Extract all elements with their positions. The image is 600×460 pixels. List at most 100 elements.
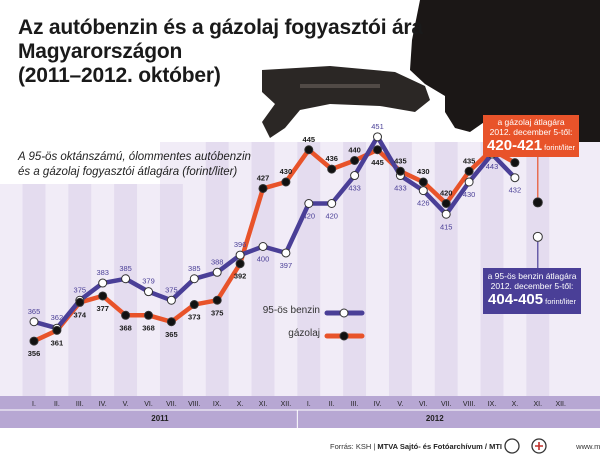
benzin-point xyxy=(258,242,268,251)
benzin-data-label: 383 xyxy=(96,268,109,277)
benzin-data-label: 443 xyxy=(486,162,499,171)
x-tick-label: I. xyxy=(32,401,36,408)
x-tick-label: XI. xyxy=(534,401,543,408)
diesel-point xyxy=(395,166,405,176)
diesel-point xyxy=(75,297,85,307)
title-line: Magyarországon xyxy=(18,40,183,63)
diesel-point xyxy=(235,259,245,269)
benzin-data-label: 426 xyxy=(417,199,430,208)
callout-unit: forint/liter xyxy=(544,143,575,152)
benzin-data-label: 451 xyxy=(371,122,384,131)
x-tick-label: IV. xyxy=(374,401,382,408)
diesel-point xyxy=(52,325,62,335)
x-tick-label: VIII. xyxy=(188,401,201,408)
callout-label: a 95-ös benzin átlagára xyxy=(487,271,577,281)
x-tick-label: IX. xyxy=(488,401,497,408)
mti-logo-mark xyxy=(535,442,543,450)
benzin-point xyxy=(235,250,245,260)
month-band xyxy=(434,142,458,428)
diesel-data-label: 436 xyxy=(325,154,338,163)
x-tick-label: VII. xyxy=(166,401,177,408)
benzin-data-label: 375 xyxy=(74,285,87,294)
year-label: 2012 xyxy=(426,414,444,423)
benzin-forecast-callout: a 95-ös benzin átlagára 2012. december 5… xyxy=(483,268,581,314)
benzin-data-label: 433 xyxy=(394,184,407,193)
benzin-data-label: 420 xyxy=(303,212,316,221)
nozzle-highlight xyxy=(300,84,380,88)
benzin-data-label: 379 xyxy=(142,277,155,286)
hand-silhouette xyxy=(410,0,600,150)
diesel-point xyxy=(464,166,474,176)
diesel-data-label: 368 xyxy=(142,323,155,332)
diesel-data-label: 368 xyxy=(119,323,132,332)
x-tick-label: VI. xyxy=(419,401,428,408)
source-footer: Forrás: KSH | MTVA Sajtó- és Fotóarchívu… xyxy=(330,440,600,454)
benzin-point xyxy=(373,132,382,142)
benzin-point xyxy=(327,199,337,208)
diesel-point xyxy=(258,183,268,193)
callout-value: 420-421 xyxy=(487,137,543,154)
callout-label: a gázolaj átlagára xyxy=(497,117,565,127)
month-band xyxy=(22,184,46,428)
benzin-point xyxy=(418,186,428,196)
source-text: Forrás: KSH xyxy=(330,442,372,451)
diesel-data-label: 430 xyxy=(417,167,430,176)
month-band xyxy=(114,184,138,428)
diesel-forecast-callout: a gázolaj átlagára 2012. december 5-től:… xyxy=(483,115,579,157)
diesel-data-label: 356 xyxy=(28,349,41,358)
month-band xyxy=(297,142,321,428)
month-band xyxy=(388,142,412,428)
benzin-data-label: 362 xyxy=(51,313,64,322)
x-tick-label: XI. xyxy=(259,401,268,408)
benzin-data-label: 396 xyxy=(234,240,247,249)
legend-marker-diesel xyxy=(339,331,349,341)
x-tick-label: III. xyxy=(76,401,84,408)
diesel-data-label: 373 xyxy=(188,313,201,322)
benzin-point xyxy=(189,274,199,284)
benzin-point xyxy=(510,173,520,183)
diesel-point xyxy=(144,310,153,320)
diesel-point xyxy=(189,300,199,310)
chart-subtitle: A 95-ös oktánszámú, ólommentes autóbenzi… xyxy=(18,150,258,180)
benzin-data-label: 400 xyxy=(257,255,270,264)
x-tick-label: V. xyxy=(123,401,129,408)
diesel-line xyxy=(31,147,518,344)
benzin-data-label: 385 xyxy=(188,264,201,273)
subtitle-line: A 95-ös oktánszámú, ólommentes autóbenzi… xyxy=(18,151,251,163)
benzin-data-label: 397 xyxy=(280,261,293,270)
diesel-point xyxy=(304,145,314,155)
benzin-data-label: 432 xyxy=(509,186,522,195)
diesel-data-label: 392 xyxy=(234,272,247,281)
x-tick-label: X. xyxy=(237,401,244,408)
diesel-point xyxy=(98,291,108,301)
callout-label: 2012. december 5-től: xyxy=(489,127,573,137)
benzin-data-label: 430 xyxy=(463,190,476,199)
diesel-data-label: 435 xyxy=(394,156,407,165)
footer-logos xyxy=(504,438,547,454)
diesel-data-label: 375 xyxy=(211,308,224,317)
data-labels: 365 362 375 383 385 379 375 385 388 396 400 397 420 4… xyxy=(28,122,521,358)
diesel-data-label: 445 xyxy=(303,135,316,144)
diesel-point xyxy=(281,177,291,187)
diesel-point xyxy=(350,156,360,165)
title-line: Az autóbenzin és a gázolaj fogyasztói ár… xyxy=(18,16,423,39)
benzin-line xyxy=(31,134,518,331)
benzin-forecast-point xyxy=(532,231,543,242)
x-tick-label: XII. xyxy=(281,401,292,408)
diesel-data-label: 435 xyxy=(463,156,476,165)
mtva-logo-icon xyxy=(504,438,520,454)
x-tick-label: II. xyxy=(54,401,60,408)
legend xyxy=(324,308,365,341)
diesel-data-label: 374 xyxy=(74,310,87,319)
benzin-point xyxy=(464,177,474,187)
diesel-data-label: 365 xyxy=(165,330,178,339)
legend-marker-benzin xyxy=(339,308,349,318)
diesel-point xyxy=(510,158,520,168)
diesel-point xyxy=(29,336,39,346)
benzin-point xyxy=(350,171,360,181)
x-tick-label: IX. xyxy=(213,401,222,408)
site-text: www.mti.hu xyxy=(576,442,600,451)
benzin-data-label: 385 xyxy=(119,264,132,273)
